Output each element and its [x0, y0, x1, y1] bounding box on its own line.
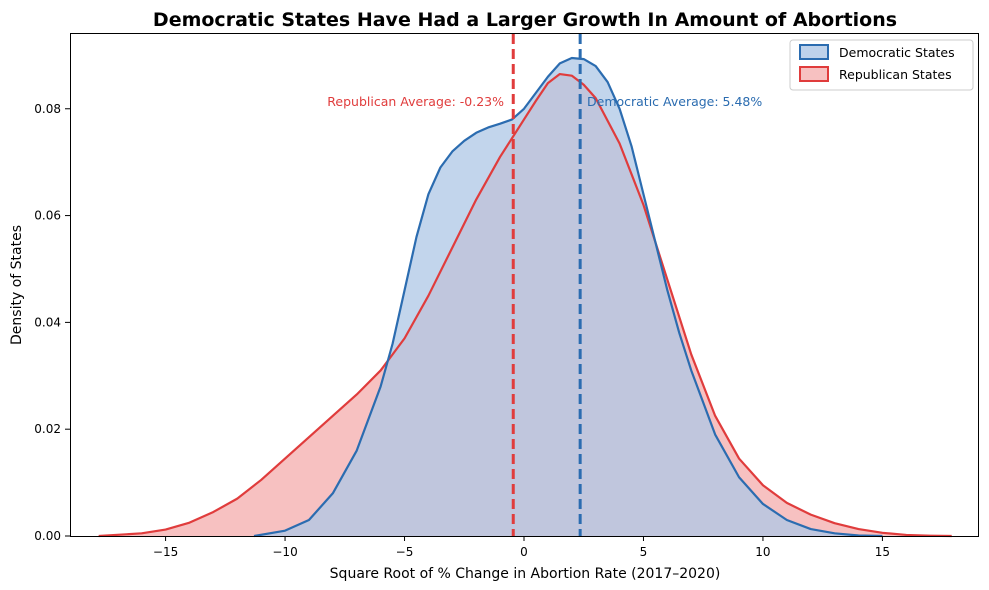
- x-tick-label: 15: [875, 545, 890, 559]
- legend-box: [789, 39, 974, 91]
- y-axis-title: Density of States: [9, 225, 25, 345]
- legend-swatch-democratic: [799, 44, 829, 60]
- chart-title: Democratic States Have Had a Larger Grow…: [153, 9, 897, 31]
- y-axis: 0.00 0.02 0.04 0.06 0.08: [34, 102, 70, 543]
- x-tick-label: 10: [755, 545, 770, 559]
- x-tick-label: 5: [640, 545, 648, 559]
- y-tick-label: 0.04: [34, 315, 61, 329]
- x-tick-label: −10: [272, 545, 297, 559]
- legend: Democratic States Republican States: [789, 39, 974, 91]
- legend-label-republican: Republican States: [839, 67, 952, 82]
- density-line-republican-states: [98, 72, 952, 538]
- plot-area: [98, 34, 952, 538]
- legend-label-democratic: Democratic States: [839, 45, 955, 60]
- y-tick-label: 0.02: [34, 422, 61, 436]
- y-tick-label: 0.00: [34, 529, 61, 543]
- x-tick-label: −15: [153, 545, 178, 559]
- x-axis-title: Square Root of % Change in Abortion Rate…: [330, 566, 721, 582]
- y-tick-label: 0.06: [34, 209, 61, 223]
- republican-average-label: Republican Average: -0.23%: [327, 94, 504, 109]
- x-tick-label: −5: [396, 545, 414, 559]
- democratic-average-label: Democratic Average: 5.48%: [587, 94, 762, 109]
- x-axis: −15 −10 −5 0 5 10 15: [153, 536, 890, 559]
- x-tick-label: 0: [520, 545, 528, 559]
- density-fill-democratic-states: [253, 58, 883, 536]
- legend-swatch-republican: [799, 66, 829, 82]
- y-tick-label: 0.08: [34, 102, 61, 116]
- density-line-democratic-states: [253, 56, 883, 538]
